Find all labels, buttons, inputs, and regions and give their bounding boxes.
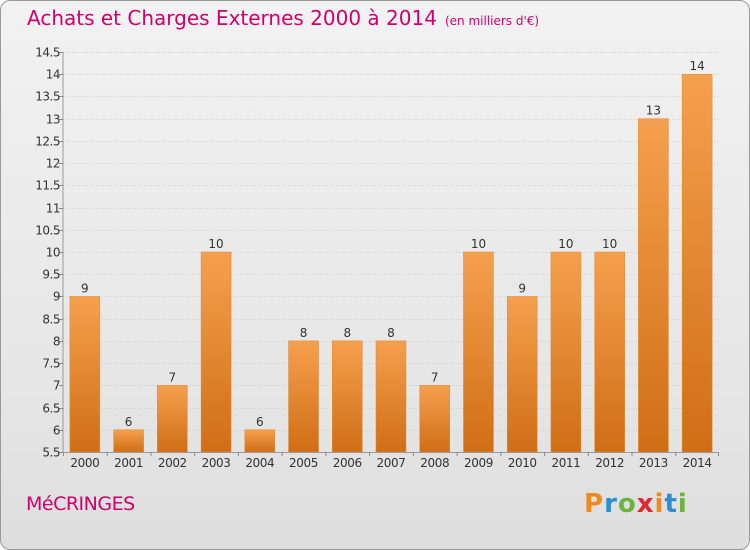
- title-text: Achats et Charges Externes 2000 à 2014: [27, 6, 437, 30]
- bar-2004: [244, 429, 276, 453]
- y-tick-label: 12.5: [35, 135, 60, 149]
- value-label: 10: [208, 237, 223, 251]
- commune-name: MéCRINGES: [26, 493, 135, 515]
- y-tick-label: 13: [46, 113, 60, 127]
- y-tick-label: 11.5: [35, 179, 60, 193]
- x-tick-label: 2009: [464, 456, 493, 470]
- bar-2010: [506, 296, 538, 453]
- y-tick-label: 14.5: [35, 46, 60, 60]
- x-tick-label: 2008: [420, 456, 449, 470]
- y-tick-label: 9: [53, 290, 60, 304]
- y-tick-label: 6: [53, 424, 60, 438]
- bar-2000: [69, 296, 101, 453]
- bar-2006: [332, 340, 363, 453]
- x-axis: 2000 2001 2002 2003 2004 2005 2006 2007 2008 2009…: [63, 452, 719, 470]
- value-label: 8: [300, 326, 308, 340]
- y-tick-label: 10.5: [35, 224, 60, 238]
- logo-letter: r: [604, 489, 618, 519]
- x-tick-label: 2002: [158, 456, 187, 470]
- logo-letter: o: [617, 489, 637, 519]
- y-tick-label: 8: [53, 335, 60, 349]
- y-tick-label: 7.5: [42, 357, 60, 371]
- value-label: 9: [518, 281, 526, 295]
- chart-title: Achats et Charges Externes 2000 à 2014 (e…: [27, 6, 539, 30]
- value-label: 8: [387, 326, 395, 340]
- x-tick-label: 2007: [377, 456, 406, 470]
- chart-subtitle: (en milliers d'€): [444, 14, 540, 28]
- proxiti-logo[interactable]: Proxiti: [584, 489, 688, 519]
- bar-2003: [200, 251, 232, 453]
- bar-2009: [463, 251, 494, 453]
- value-label: 10: [558, 237, 573, 251]
- y-tick-label: 8.5: [42, 313, 60, 327]
- x-tick-label: 2003: [202, 456, 231, 470]
- bar-2011: [550, 251, 582, 453]
- bar-2008: [419, 385, 450, 453]
- x-tick-label: 2012: [595, 456, 624, 470]
- x-tick-label: 2000: [70, 456, 99, 470]
- logo-letter: x: [636, 489, 655, 519]
- bar-2007: [375, 340, 407, 453]
- value-label: 10: [602, 237, 617, 251]
- value-label: 9: [81, 281, 89, 295]
- bars: 9 6 7 10 6 8 8 8 7 10 9 10 10 13 14: [69, 59, 713, 453]
- x-tick-label: 2011: [551, 456, 580, 470]
- y-tick-label: 11: [46, 202, 60, 216]
- value-label: 7: [431, 370, 439, 384]
- value-label: 7: [169, 370, 177, 384]
- y-tick-label: 10: [46, 246, 60, 260]
- x-tick-label: 2006: [333, 456, 362, 470]
- x-tick-label: 2005: [289, 456, 318, 470]
- y-axis: 5.5 6 6.5 7 7.5 8 8.5 9 9.5 10 10.5 11 11.5 12 12.5 13 1…: [35, 46, 64, 460]
- y-tick-label: 7: [53, 379, 60, 393]
- x-tick-label: 2014: [683, 456, 712, 470]
- y-tick-label: 14: [46, 68, 60, 82]
- value-label: 14: [689, 59, 704, 73]
- bar-2012: [594, 251, 625, 453]
- y-tick-label: 6.5: [42, 402, 60, 416]
- logo-letter: i: [654, 489, 665, 519]
- value-label: 6: [256, 415, 264, 429]
- logo-letter: i: [677, 489, 688, 519]
- y-tick-label: 9.5: [42, 268, 60, 282]
- bar-2002: [157, 385, 188, 453]
- y-tick-label: 5.5: [42, 446, 60, 460]
- bar-2001: [113, 429, 144, 453]
- x-tick-label: 2001: [114, 456, 143, 470]
- x-tick-label: 2004: [245, 456, 274, 470]
- value-label: 13: [646, 104, 661, 118]
- y-tick-label: 13.5: [35, 90, 60, 104]
- bar-2013: [638, 118, 669, 453]
- logo-letter: t: [664, 489, 678, 519]
- value-label: 8: [343, 326, 351, 340]
- logo-letter: P: [584, 489, 605, 519]
- x-tick-label: 2010: [508, 456, 537, 470]
- bar-2014: [681, 73, 713, 453]
- y-tick-label: 12: [46, 157, 60, 171]
- value-label: 6: [125, 415, 133, 429]
- value-label: 10: [471, 237, 486, 251]
- bar-2005: [288, 340, 319, 453]
- x-tick-label: 2013: [639, 456, 668, 470]
